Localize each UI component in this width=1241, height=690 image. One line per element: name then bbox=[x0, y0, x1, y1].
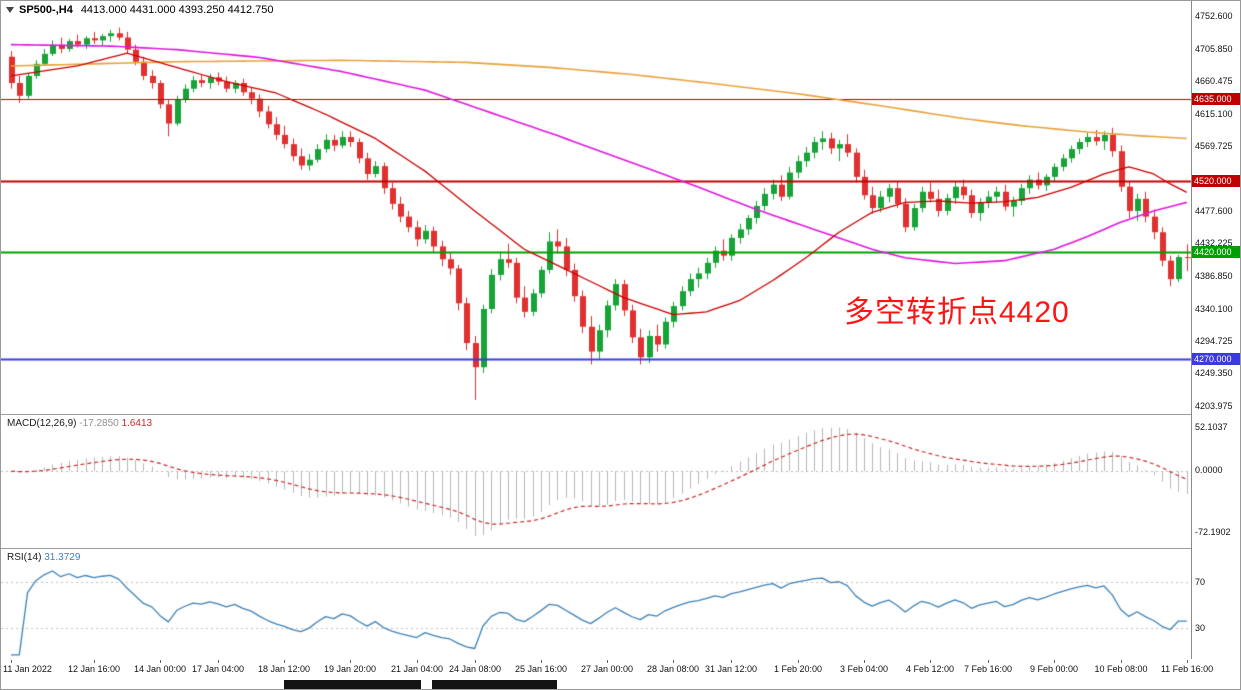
time-axis-label: 12 Jan 16:00 bbox=[67, 664, 121, 674]
time-axis[interactable]: 11 Jan 2022 12 Jan 16:00 14 Jan 00:00 17 Ja… bbox=[1, 659, 1240, 679]
price-axis-label: 4477.600 bbox=[1195, 206, 1233, 217]
price-axis[interactable]: 52.1037 0.0000 -72.1902 70 30 4752.600 47… bbox=[1192, 1, 1240, 659]
price-level-badge: 4520.000 bbox=[1192, 175, 1240, 188]
time-axis-tick bbox=[94, 660, 95, 663]
taskbar-fragment bbox=[432, 680, 557, 689]
chart-title: SP500-,H4 4413.000 4431.000 4393.250 4412… bbox=[6, 4, 274, 16]
taskbar-fragment bbox=[284, 680, 421, 689]
time-axis-tick bbox=[673, 660, 674, 663]
time-axis-tick bbox=[798, 660, 799, 663]
time-axis-label: 10 Feb 08:00 bbox=[1094, 664, 1148, 674]
time-axis-label: 4 Feb 12:00 bbox=[905, 664, 955, 674]
price-axis-label: 4615.100 bbox=[1195, 108, 1233, 119]
chart-annotation-text: 多空转折点4420 bbox=[844, 296, 1070, 329]
time-axis-label: 27 Jan 00:00 bbox=[580, 664, 634, 674]
price-axis-label: 4294.725 bbox=[1195, 336, 1233, 347]
time-axis-tick bbox=[475, 660, 476, 663]
price-axis-label: 4660.475 bbox=[1195, 76, 1233, 87]
rsi-level-30-label: 30 bbox=[1195, 623, 1206, 633]
price-axis-label: 4386.850 bbox=[1195, 270, 1233, 281]
time-axis-tick bbox=[607, 660, 608, 663]
macd-panel-canvas[interactable] bbox=[1, 415, 1192, 548]
time-axis-tick bbox=[1121, 660, 1122, 663]
time-axis-label: 11 Jan 2022 bbox=[3, 664, 52, 674]
symbol-dropdown-icon[interactable] bbox=[6, 7, 14, 14]
price-axis-label: 4203.975 bbox=[1195, 400, 1233, 411]
price-level-badge: 4635.000 bbox=[1192, 93, 1240, 106]
price-axis-label: 4752.600 bbox=[1195, 10, 1233, 21]
time-axis-tick bbox=[930, 660, 931, 663]
time-axis-label: 11 Feb 16:00 bbox=[1160, 664, 1214, 674]
time-axis-label: 1 Feb 20:00 bbox=[773, 664, 823, 674]
time-axis-label: 3 Feb 04:00 bbox=[839, 664, 889, 674]
price-axis-label: 4569.725 bbox=[1195, 140, 1233, 151]
price-axis-label: 4340.100 bbox=[1195, 303, 1233, 314]
macd-axis-min-label: -72.1902 bbox=[1195, 527, 1231, 537]
ohlc-values: 4413.000 4431.000 4393.250 4412.750 bbox=[80, 4, 274, 16]
time-axis-tick bbox=[988, 660, 989, 663]
macd-main-value: -17.2850 bbox=[79, 418, 119, 429]
macd-indicator-label: MACD(12,26,9) -17.2850 1.6413 bbox=[7, 418, 153, 429]
rsi-panel-canvas[interactable] bbox=[1, 549, 1192, 659]
time-axis-tick bbox=[11, 660, 12, 663]
time-axis-label: 19 Jan 20:00 bbox=[323, 664, 377, 674]
time-axis-tick bbox=[1054, 660, 1055, 663]
price-axis-label: 4705.850 bbox=[1195, 44, 1233, 55]
time-axis-label: 17 Jan 04:00 bbox=[191, 664, 245, 674]
panel-separator-rsi[interactable] bbox=[1, 548, 1240, 549]
bottom-strip bbox=[1, 679, 1240, 689]
time-axis-label: 9 Feb 00:00 bbox=[1029, 664, 1079, 674]
macd-axis-zero-label: 0.0000 bbox=[1195, 465, 1223, 475]
price-axis-label: 4432.225 bbox=[1195, 238, 1233, 249]
time-axis-tick bbox=[417, 660, 418, 663]
price-level-badge: 4270.000 bbox=[1192, 352, 1240, 365]
macd-axis-max-label: 52.1037 bbox=[1195, 422, 1228, 432]
time-axis-tick bbox=[864, 660, 865, 663]
price-axis-label: 4249.350 bbox=[1195, 368, 1233, 379]
time-axis-label: 7 Feb 16:00 bbox=[963, 664, 1013, 674]
time-axis-tick bbox=[160, 660, 161, 663]
rsi-indicator-label: RSI(14) 31.3729 bbox=[7, 552, 81, 563]
time-axis-tick bbox=[541, 660, 542, 663]
price-level-badge: 4420.000 bbox=[1192, 246, 1240, 259]
time-axis-tick bbox=[284, 660, 285, 663]
time-axis-label: 14 Jan 00:00 bbox=[133, 664, 187, 674]
time-axis-label: 18 Jan 12:00 bbox=[257, 664, 311, 674]
price-axis-divider bbox=[1191, 1, 1192, 659]
main-chart-canvas[interactable] bbox=[1, 1, 1192, 415]
macd-signal-value: 1.6413 bbox=[121, 418, 153, 429]
symbol-period-label: SP500-,H4 bbox=[19, 4, 73, 16]
time-axis-tick bbox=[350, 660, 351, 663]
rsi-value: 31.3729 bbox=[44, 552, 81, 563]
time-axis-label: 24 Jan 08:00 bbox=[448, 664, 502, 674]
time-axis-tick bbox=[731, 660, 732, 663]
time-axis-tick bbox=[218, 660, 219, 663]
rsi-level-70-label: 70 bbox=[1195, 577, 1206, 587]
time-axis-label: 28 Jan 08:00 bbox=[646, 664, 700, 674]
time-axis-tick bbox=[1187, 660, 1188, 663]
time-axis-label: 25 Jan 16:00 bbox=[514, 664, 568, 674]
panel-separator-macd[interactable] bbox=[1, 414, 1240, 415]
time-axis-label: 21 Jan 04:00 bbox=[390, 664, 444, 674]
time-axis-label: 31 Jan 12:00 bbox=[704, 664, 758, 674]
